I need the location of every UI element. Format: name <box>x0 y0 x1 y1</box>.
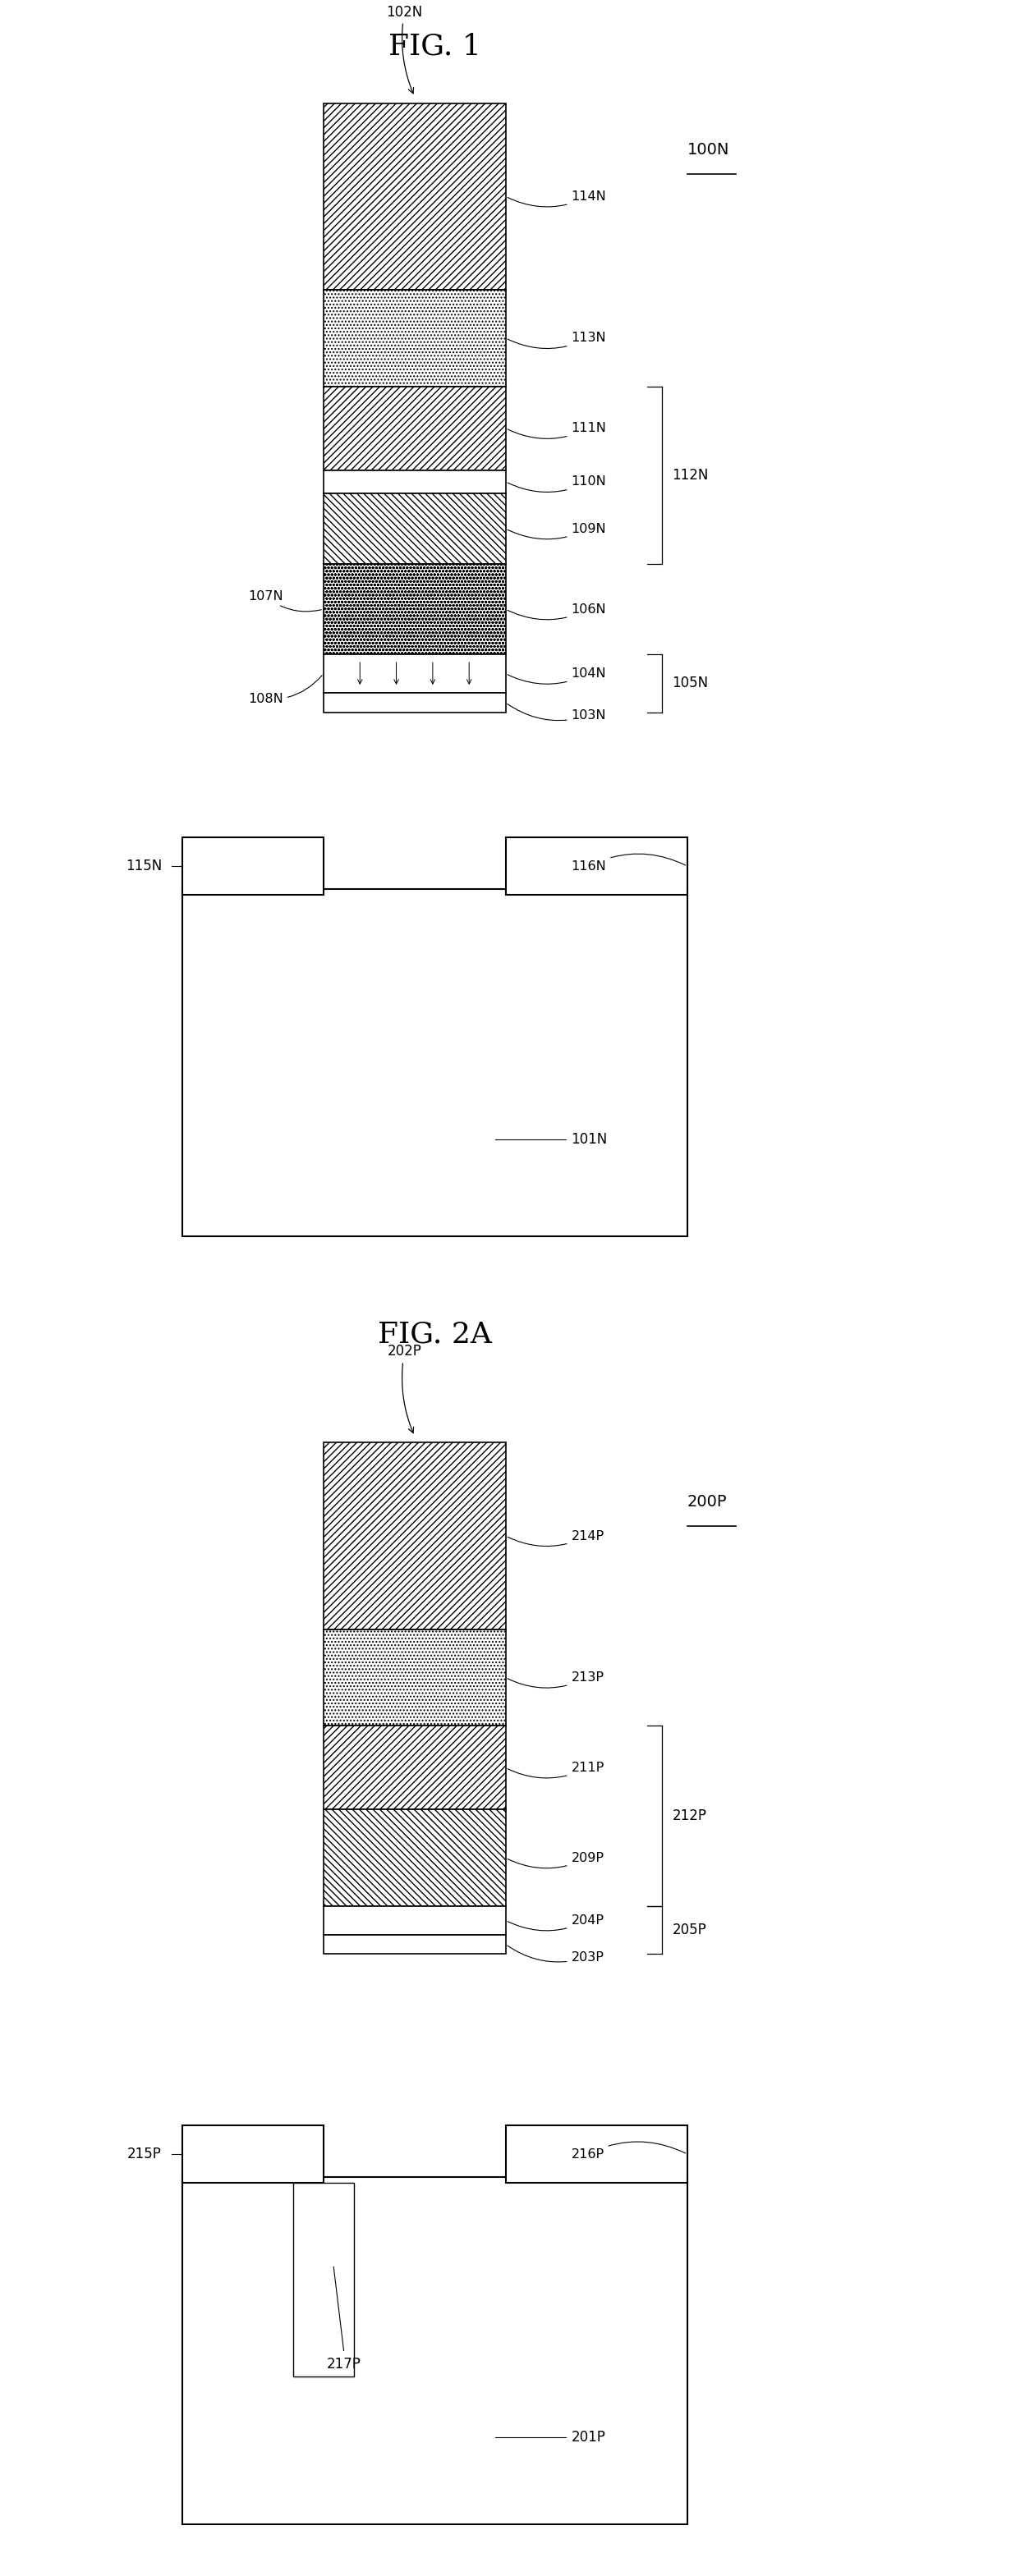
Text: 216P: 216P <box>571 2141 685 2161</box>
Bar <box>324 654 506 693</box>
Bar <box>506 2125 687 2184</box>
Text: 209P: 209P <box>508 1852 604 1868</box>
Bar <box>324 1631 506 1726</box>
Bar <box>324 386 506 469</box>
Bar <box>182 889 687 1236</box>
Text: 100N: 100N <box>687 142 730 157</box>
Bar <box>506 837 687 896</box>
Text: 203P: 203P <box>508 1945 604 1963</box>
Bar <box>324 469 506 495</box>
Text: 214P: 214P <box>508 1530 605 1546</box>
Text: 202P: 202P <box>387 1345 422 1432</box>
Text: 101N: 101N <box>571 1131 608 1146</box>
Text: 108N: 108N <box>248 675 323 706</box>
Bar <box>324 1935 506 1953</box>
Text: 213P: 213P <box>508 1672 604 1687</box>
Bar <box>324 291 506 386</box>
Text: 106N: 106N <box>508 603 607 621</box>
Text: 107N: 107N <box>248 590 321 611</box>
Text: 215P: 215P <box>127 2146 162 2161</box>
Text: 115N: 115N <box>125 858 162 873</box>
Text: 104N: 104N <box>508 667 607 685</box>
Bar <box>182 2125 324 2184</box>
Text: 201P: 201P <box>571 2429 606 2445</box>
Bar <box>324 1906 506 1935</box>
Text: FIG. 1: FIG. 1 <box>388 33 481 59</box>
Text: 111N: 111N <box>508 422 607 438</box>
Text: 205P: 205P <box>672 1922 707 1937</box>
Text: 204P: 204P <box>508 1914 604 1929</box>
Bar <box>324 1726 506 1808</box>
Text: 103N: 103N <box>508 703 607 721</box>
Text: 112N: 112N <box>672 469 709 482</box>
Bar <box>182 837 324 896</box>
Bar <box>182 2177 687 2524</box>
Bar <box>324 693 506 714</box>
Bar <box>324 103 506 289</box>
Text: 110N: 110N <box>508 477 607 492</box>
Text: 200P: 200P <box>687 1494 727 1510</box>
Bar <box>293 2184 354 2375</box>
Text: 105N: 105N <box>672 675 709 690</box>
Bar <box>324 1808 506 1906</box>
Text: FIG. 2A: FIG. 2A <box>378 1321 491 1347</box>
Bar <box>324 1443 506 1631</box>
Text: 217P: 217P <box>327 2357 361 2372</box>
Text: 113N: 113N <box>508 332 607 348</box>
Text: 211P: 211P <box>508 1762 605 1777</box>
Bar <box>324 495 506 564</box>
Text: 114N: 114N <box>508 191 607 206</box>
Text: 212P: 212P <box>672 1808 707 1824</box>
Text: 102N: 102N <box>386 5 423 93</box>
Text: 116N: 116N <box>571 853 685 873</box>
Bar <box>324 564 506 654</box>
Text: 109N: 109N <box>508 523 607 538</box>
